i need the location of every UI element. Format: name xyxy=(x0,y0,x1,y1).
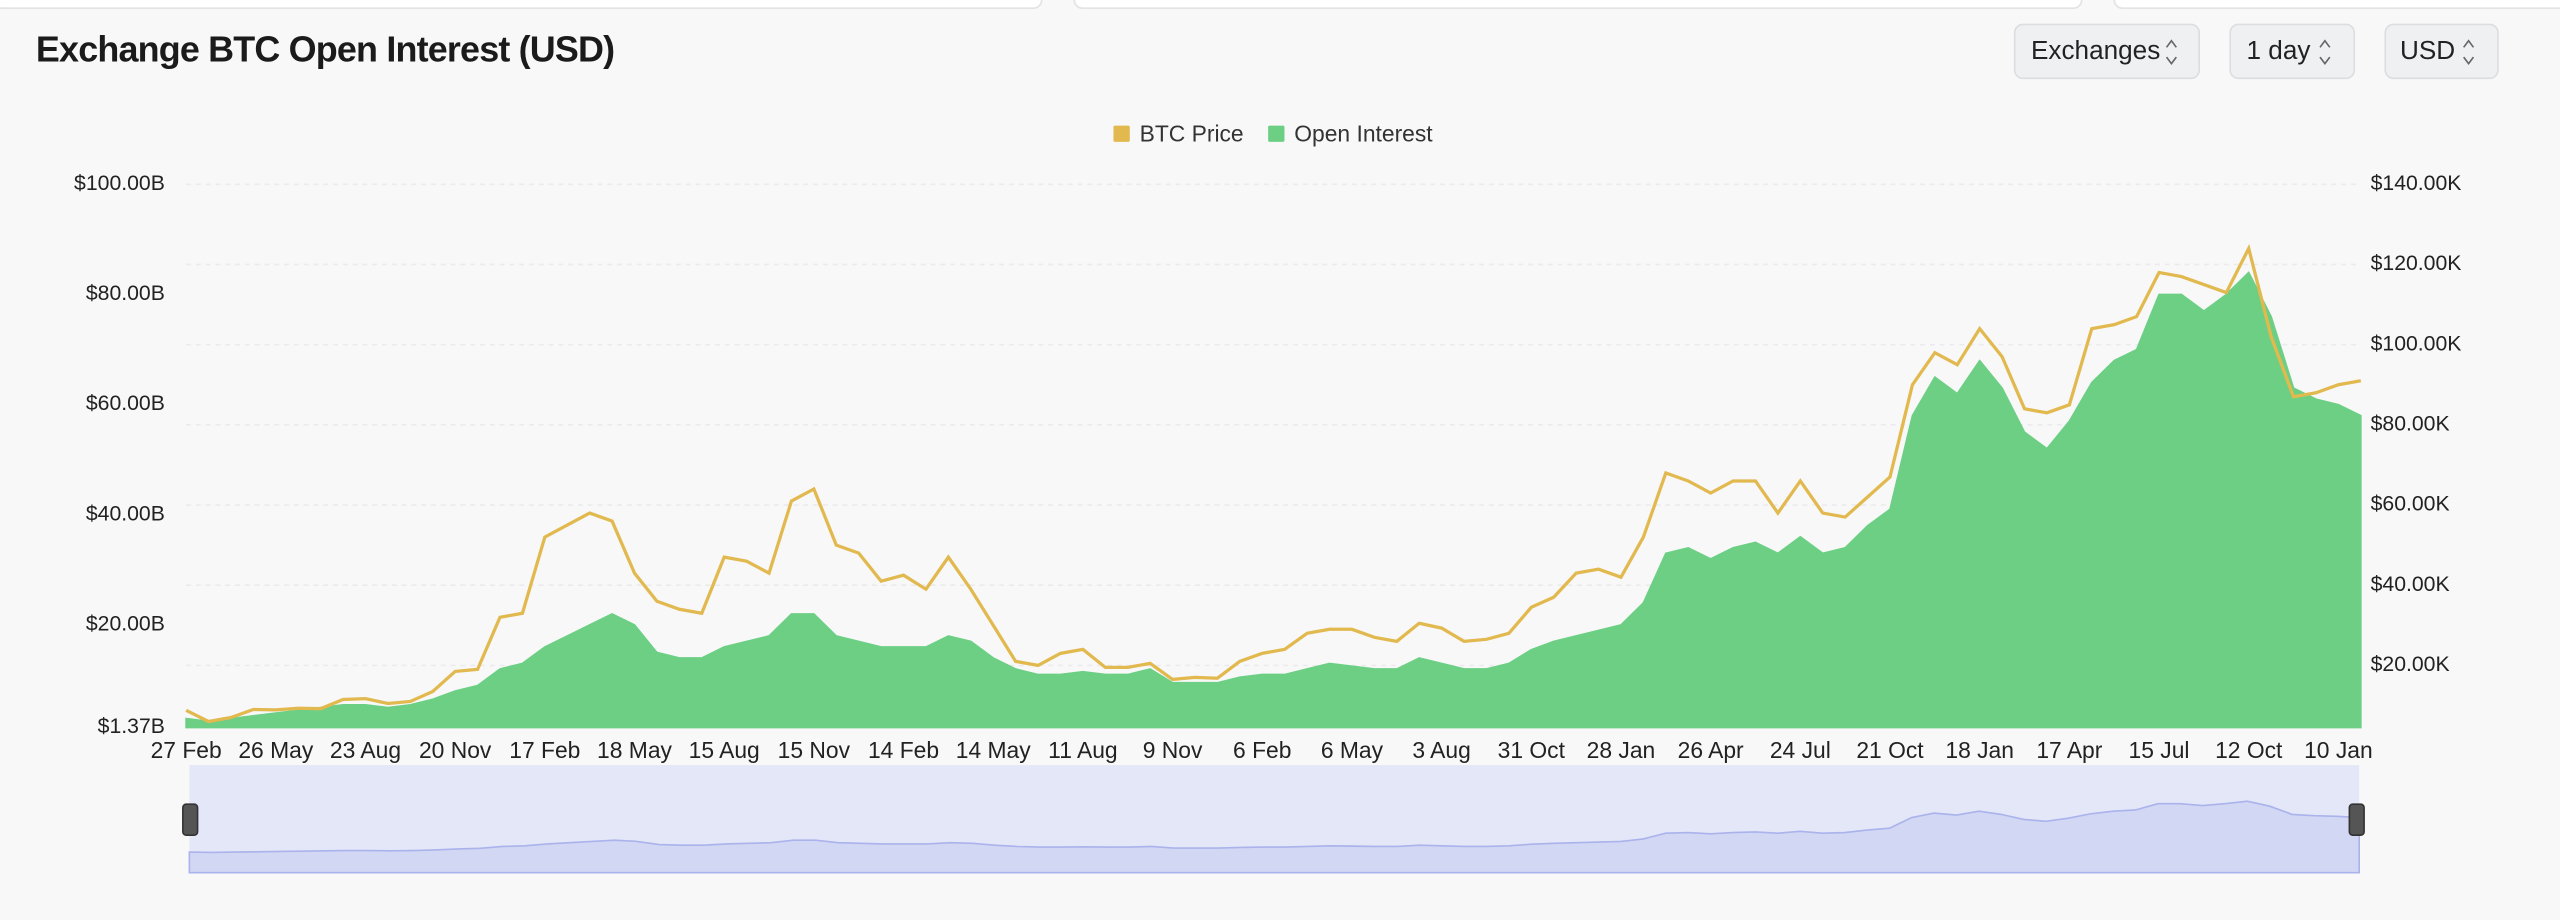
legend-label: BTC Price xyxy=(1140,120,1244,146)
y-tick-label: $20.00B xyxy=(86,613,165,636)
x-tick-label: 26 May xyxy=(238,737,313,763)
x-tick-label: 18 May xyxy=(597,737,672,763)
legend-label: Open Interest xyxy=(1294,120,1433,146)
dropdown-box[interactable] xyxy=(2384,23,2499,80)
x-tick-label: 24 Jul xyxy=(1770,737,1831,763)
x-tick-label: 23 Aug xyxy=(330,737,401,763)
top-card xyxy=(1073,0,2083,9)
top-card xyxy=(2113,0,2560,9)
legend-swatch xyxy=(1113,125,1130,142)
x-tick-label: 26 Apr xyxy=(1678,737,1744,763)
x-tick-label: 10 Jan xyxy=(2304,737,2373,763)
y2-tick-label: $120.00K xyxy=(2371,252,2462,275)
x-tick-label: 21 Oct xyxy=(1856,737,1924,763)
y2-tick-label: $100.00K xyxy=(2371,332,2462,355)
x-tick-label: 15 Aug xyxy=(689,737,760,763)
dropdown-arrow xyxy=(2165,39,2177,65)
page-title: Exchange BTC Open Interest (USD) xyxy=(36,30,614,70)
y2-tick-label: $40.00K xyxy=(2371,573,2450,596)
x-tick-label: 17 Apr xyxy=(2036,737,2102,763)
y-tick-label: $1.37B xyxy=(98,715,165,738)
y2-tick-label: $140.00K xyxy=(2371,172,2462,195)
dropdown[interactable]: 1 day xyxy=(2229,23,2356,80)
x-tick-label: 18 Jan xyxy=(1945,737,2014,763)
dropdown-label[interactable]: Exchanges xyxy=(2031,35,2160,65)
y-tick-label: $80.00B xyxy=(86,282,165,305)
dropdown[interactable]: Exchanges xyxy=(2013,23,2201,80)
x-tick-label: 12 Oct xyxy=(2215,737,2283,763)
x-tick-label: 28 Jan xyxy=(1587,737,1656,763)
x-tick-label: 6 May xyxy=(1321,737,1384,763)
x-tick-label: 14 May xyxy=(956,737,1031,763)
open-interest-area xyxy=(185,271,2362,729)
navigator-handle[interactable] xyxy=(2348,803,2365,836)
x-tick-label: 14 Feb xyxy=(868,737,939,763)
legend-swatch xyxy=(1268,125,1285,142)
y-tick-label: $60.00B xyxy=(86,392,165,415)
dropdown-arrow xyxy=(2463,39,2475,65)
dropdown[interactable]: USD xyxy=(2384,23,2499,80)
price-line xyxy=(185,243,2362,724)
x-tick-label: 9 Nov xyxy=(1143,737,1203,763)
x-tick-label: 20 Nov xyxy=(419,737,492,763)
x-tick-label: 15 Nov xyxy=(778,737,851,763)
x-tick-label: 15 Jul xyxy=(2129,737,2190,763)
y2-tick-label: $80.00K xyxy=(2371,412,2450,435)
x-tick-label: 27 Feb xyxy=(151,737,222,763)
dropdown-label[interactable]: 1 day xyxy=(2247,35,2311,65)
dropdown-box[interactable] xyxy=(2013,23,2201,80)
x-tick-label: 3 Aug xyxy=(1412,737,1470,763)
x-tick-label: 17 Feb xyxy=(509,737,580,763)
x-tick-label: 31 Oct xyxy=(1498,737,1566,763)
top-card xyxy=(0,0,1043,9)
navigator-area xyxy=(188,800,2360,874)
y-tick-label: $100.00B xyxy=(74,172,165,195)
y2-tick-label: $60.00K xyxy=(2371,493,2450,516)
y2-tick-label: $20.00K xyxy=(2371,653,2450,676)
dropdown-label[interactable]: USD xyxy=(2400,35,2455,65)
y-tick-label: $40.00B xyxy=(86,502,165,525)
dropdown-arrow xyxy=(2319,39,2331,65)
x-tick-label: 6 Feb xyxy=(1233,737,1291,763)
dropdown-box[interactable] xyxy=(2229,23,2356,80)
navigator-handle[interactable] xyxy=(182,803,199,836)
x-tick-label: 11 Aug xyxy=(1048,737,1117,763)
